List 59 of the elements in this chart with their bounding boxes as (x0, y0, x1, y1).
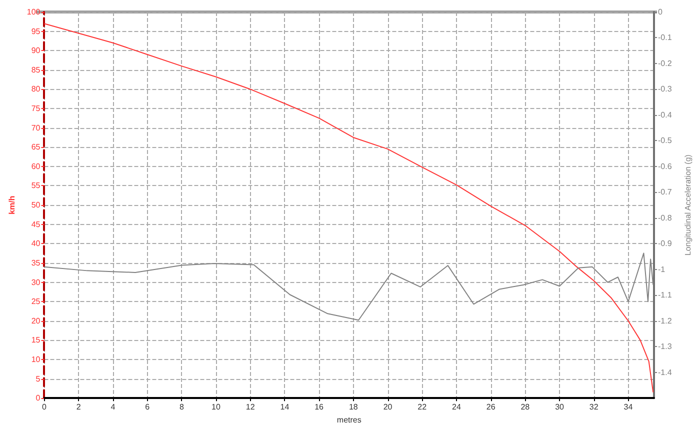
y-tick-label: 20 (31, 316, 41, 326)
x-tick-label: 16 (314, 402, 324, 412)
x-tick-label: 22 (418, 402, 428, 412)
y2-axis-title: Longitudinal Acceleration (g) (684, 154, 692, 256)
y2-tick-label: -0.5 (658, 136, 672, 146)
y2-tick-label: -1.3 (658, 342, 672, 352)
y-tick-label: 55 (31, 181, 41, 190)
y2-tick-label: 0 (658, 8, 663, 16)
y2-tick-label: -0.9 (658, 239, 672, 248)
y2-tick-label: -0.4 (658, 110, 672, 120)
x-tick-label: 12 (246, 402, 256, 412)
x-tick-label: 0 (42, 402, 48, 412)
y-tick-label: 80 (31, 84, 41, 94)
y-axis-title: km/h (8, 196, 16, 214)
y-tick-label: 5 (36, 374, 41, 384)
line-series (44, 23, 654, 393)
y-tick-label: 50 (31, 200, 41, 210)
y-tick-label: 35 (31, 258, 41, 268)
y-tick-label: 15 (31, 336, 41, 345)
y2-tick-label: -1.2 (658, 316, 672, 326)
y2-tick-label: -0.8 (658, 213, 672, 222)
x-tick-label: 14 (280, 402, 290, 412)
y-tick-label: 60 (31, 162, 41, 171)
x-tick-label: 24 (452, 402, 462, 412)
y-tick-label: 85 (31, 65, 41, 74)
y2-tick-label: -1 (658, 264, 666, 274)
y-tick-label: 95 (31, 26, 41, 36)
y-tick-label: 10 (31, 354, 41, 364)
y2-tick-label: -0.1 (658, 33, 672, 42)
x-tick-label: 10 (212, 402, 222, 412)
y-tick-label: 30 (31, 278, 41, 287)
x-tick-label: 2 (76, 402, 82, 412)
x-tick-label: 30 (555, 402, 565, 412)
y-tick-label: 25 (31, 297, 41, 306)
x-tick-label: 34 (624, 402, 634, 412)
y-tick-label: 90 (31, 46, 41, 56)
x-tick-label: 28 (520, 402, 530, 412)
x-tick-label: 20 (383, 402, 393, 412)
y2-tick-label: -0.6 (658, 162, 672, 171)
x-axis-title: metres (336, 416, 362, 424)
x-tick-label: 4 (110, 402, 116, 412)
y2-tick-label: -1.4 (658, 368, 672, 377)
line-series (44, 252, 654, 321)
y2-tick-label: -0.7 (658, 188, 672, 197)
y-tick-label: 75 (31, 104, 41, 114)
y-tick-label: 45 (31, 220, 41, 229)
y-tick-label: 65 (31, 142, 41, 152)
x-tick-label: 8 (179, 402, 184, 412)
y-tick-label: 70 (31, 123, 41, 132)
x-tick-label: 6 (145, 402, 150, 412)
y2-tick-label: -1.1 (658, 290, 672, 300)
x-tick-label: 26 (486, 402, 496, 412)
y-tick-label: 0 (36, 394, 41, 403)
y2-tick-label: -0.3 (658, 84, 672, 94)
y-tick-label: 40 (31, 239, 41, 248)
x-tick-label: 18 (348, 402, 358, 412)
y-tick-label: 100 (26, 8, 41, 16)
y2-tick-label: -0.2 (658, 58, 672, 68)
x-tick-label: 32 (589, 402, 599, 412)
